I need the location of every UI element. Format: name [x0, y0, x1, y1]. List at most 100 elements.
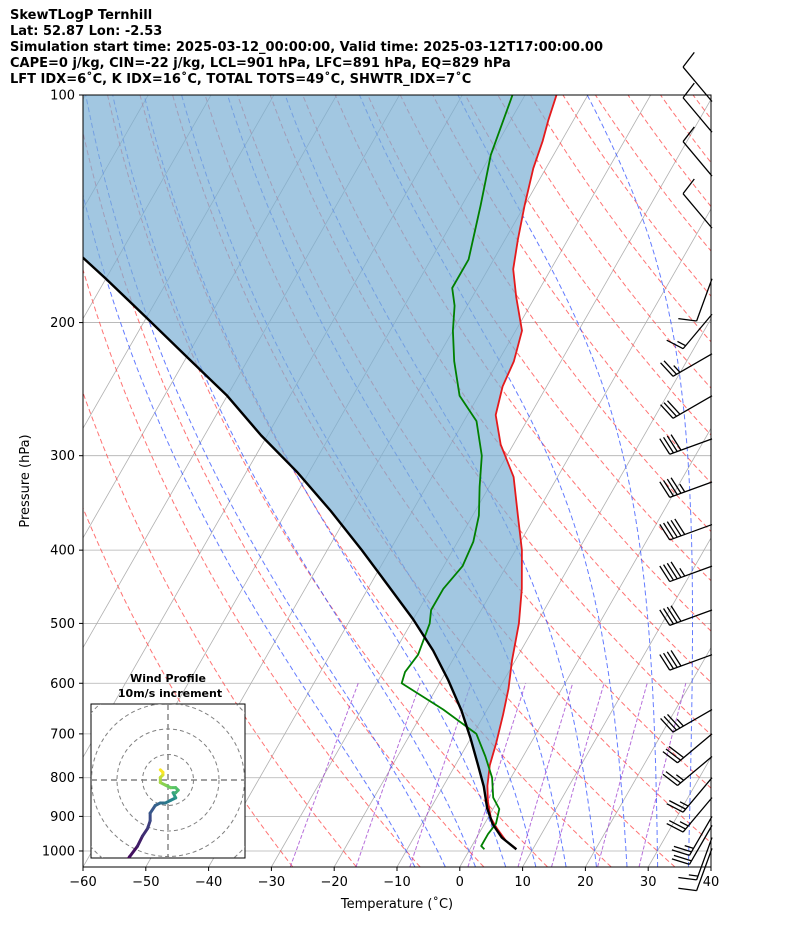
mixing-ratio-line — [638, 683, 687, 867]
moist-adiabat — [85, 95, 446, 867]
mixing-ratio-line — [289, 683, 359, 867]
y-tick-label: 900 — [50, 810, 75, 825]
y-tick-label: 200 — [50, 316, 75, 331]
axes: −60 −50 −40 −30 −20 −10 0 10 20 30 40 100 200 300 400 5… — [42, 89, 719, 891]
dry-adiabat — [83, 130, 485, 867]
dry-adiabat — [139, 95, 612, 867]
wind-barb — [659, 518, 713, 541]
isotherm-10 — [522, 537, 711, 867]
wind-barb — [659, 650, 713, 671]
hodograph-title: Wind Profile — [130, 672, 206, 685]
y-tick-label: 500 — [50, 617, 75, 632]
x-tick-label: 40 — [703, 875, 720, 890]
isotherm-0 — [459, 427, 711, 867]
mixing-ratio-line — [409, 683, 472, 867]
profile-lines — [83, 95, 558, 851]
wind-barb — [659, 477, 713, 498]
wind-barb — [666, 797, 713, 833]
indices-line-2: LFT IDX=6˚C, K IDX=16˚C, TOTAL TOTS=49˚C… — [10, 72, 472, 87]
station-title: SkewTLogP Ternhill — [10, 8, 153, 23]
x-tick-label: 10 — [514, 875, 531, 890]
wind-barb — [682, 82, 713, 133]
isotherm-40 — [710, 866, 711, 867]
y-tick-label: 100 — [50, 89, 75, 104]
isotherm-30 — [647, 756, 711, 867]
hodograph-segment — [128, 844, 139, 858]
dry-adiabat — [399, 95, 711, 533]
dewpoint-profile — [400, 95, 514, 850]
y-tick-label: 800 — [50, 771, 75, 786]
x-tick-label: −50 — [132, 875, 159, 890]
dry-adiabat — [726, 95, 794, 867]
dry-adiabat — [334, 95, 711, 632]
dry-adiabat — [529, 95, 711, 343]
dry-adiabat — [497, 95, 711, 389]
dry-adiabat — [692, 95, 711, 120]
moist-adiabat — [719, 95, 744, 867]
wind-barb — [666, 777, 713, 813]
isotherm--130 — [83, 95, 86, 101]
wind-barb — [678, 278, 713, 322]
x-tick-label: 0 — [456, 875, 464, 890]
mixing-ratio-line — [355, 683, 421, 867]
wind-barb — [662, 756, 713, 786]
wind-barb — [678, 837, 713, 881]
x-tick-label: −10 — [383, 875, 410, 890]
dry-adiabat — [83, 391, 357, 867]
mixing-ratio-line — [551, 683, 605, 867]
x-tick-label: 20 — [577, 875, 594, 890]
x-tick-label: −20 — [320, 875, 347, 890]
mixing-ratio-line — [517, 683, 574, 867]
mixing-ratio-line — [467, 683, 527, 867]
wind-barb — [678, 848, 713, 892]
dry-adiabat — [594, 95, 711, 252]
dry-adiabat — [107, 95, 548, 867]
wind-barb — [659, 605, 713, 627]
hodograph-segment — [148, 804, 157, 815]
hodograph-inset: Wind Profile 10m/s increment — [90, 672, 246, 859]
isotherm--20 — [333, 208, 711, 867]
y-tick-label: 400 — [50, 544, 75, 559]
wind-barb — [682, 51, 713, 102]
moist-adiabat — [359, 95, 628, 867]
moist-adiabat — [457, 95, 659, 867]
hodograph-segment — [126, 855, 132, 858]
dry-adiabat — [83, 268, 421, 867]
x-axis-label: Temperature (˚C) — [340, 896, 453, 912]
wind-barb — [660, 395, 713, 419]
wind-barb — [682, 178, 713, 229]
y-tick-label: 300 — [50, 449, 75, 464]
y-axis-label: Pressure (hPa) — [18, 434, 33, 527]
location-line: Lat: 52.87 Lon: -2.53 — [10, 24, 163, 39]
wind-barb — [671, 816, 713, 856]
y-tick-label: 600 — [50, 677, 75, 692]
wind-barb — [659, 561, 713, 583]
x-tick-label: −30 — [258, 875, 285, 890]
dry-adiabat — [237, 95, 711, 789]
y-tick-label: 1000 — [42, 844, 75, 859]
wind-barb — [660, 708, 713, 733]
hodograph-segment — [135, 834, 144, 848]
moist-adiabat — [83, 193, 416, 867]
mixing-ratio-line — [597, 683, 648, 867]
x-tick-label: −40 — [195, 875, 222, 890]
dry-adiabat — [83, 506, 294, 867]
y-tick-label: 700 — [50, 727, 75, 742]
hodograph-subtitle: 10m/s increment — [118, 687, 222, 700]
wind-barbs — [659, 51, 713, 892]
time-line: Simulation start time: 2025-03-12_00:00:… — [10, 40, 603, 55]
x-tick-label: 30 — [640, 875, 657, 890]
moist-adiabat — [750, 95, 794, 867]
dry-adiabat — [367, 95, 711, 582]
wind-barb — [662, 733, 713, 764]
dry-adiabat — [269, 95, 711, 736]
wind-barb — [682, 126, 713, 177]
parcel-profile — [83, 256, 518, 851]
wind-barb — [671, 825, 713, 865]
dry-adiabat — [758, 95, 794, 867]
temperature-profile — [486, 95, 558, 850]
moist-adiabat — [586, 95, 693, 867]
dry-adiabat — [464, 95, 711, 436]
moist-adiabat — [112, 95, 476, 867]
